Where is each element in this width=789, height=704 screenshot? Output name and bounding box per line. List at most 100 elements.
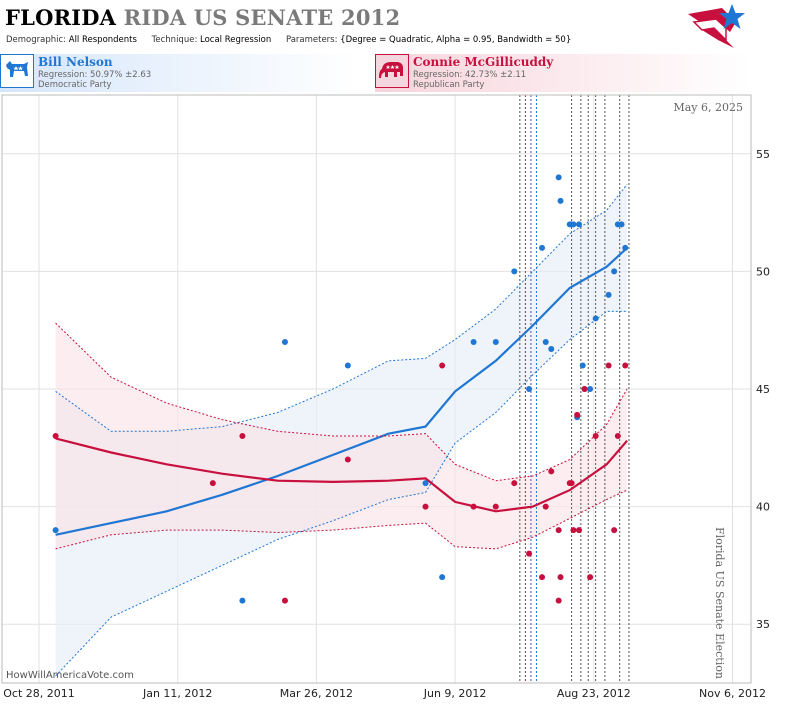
poll-point-dem <box>618 221 625 228</box>
poll-point-dem <box>570 221 577 228</box>
poll-point-dem <box>592 315 599 322</box>
poll-point-rep <box>281 597 288 604</box>
trend-lines <box>55 184 628 677</box>
watermark: HowWillAmericaVote.com <box>6 670 134 681</box>
poll-point-dem <box>557 197 564 204</box>
chart-title: FLORIDA RIDA US SENATE 2012 <box>5 5 400 30</box>
poll-point-dem <box>511 268 518 275</box>
y-tick-label: 40 <box>756 501 770 514</box>
poll-point-dem <box>492 338 499 345</box>
y-tick-label: 45 <box>756 383 770 396</box>
y-tick-label: 35 <box>756 618 770 631</box>
poll-point-dem <box>470 338 477 345</box>
poll-point-dem <box>539 244 546 251</box>
lower-bound-dem <box>55 310 628 677</box>
poll-point-rep <box>511 480 518 487</box>
elephant-icon <box>375 54 409 88</box>
poll-point-rep <box>587 574 594 581</box>
poll-point-rep <box>542 503 549 510</box>
candidate-panel-rep[interactable]: Connie McGillicuddy Regression: 42.73% ±… <box>375 54 750 92</box>
y-tick-label: 50 <box>756 265 770 278</box>
poll-point-rep <box>492 503 499 510</box>
poll-point-rep <box>574 411 581 418</box>
lower-bound-rep <box>55 489 628 550</box>
x-tick-label: Jan 11, 2012 <box>142 687 212 700</box>
y-tick-label: 55 <box>756 148 770 161</box>
param-key: Demographic: <box>6 35 67 45</box>
x-tick-label: Aug 23, 2012 <box>557 687 631 700</box>
poll-point-dem <box>344 362 351 369</box>
current-date-label: May 6, 2025 <box>673 101 743 114</box>
parameters-line: Demographic: All Respondents Technique: … <box>6 35 583 45</box>
poll-point-dem <box>542 338 549 345</box>
poll-point-rep <box>526 550 533 557</box>
poll-point-dem <box>576 221 583 228</box>
plot-frame <box>1 94 752 684</box>
poll-point-dem <box>579 362 586 369</box>
param-value: All Respondents <box>68 35 137 45</box>
poll-point-dem <box>605 291 612 298</box>
poll-point-rep <box>539 574 546 581</box>
poll-point-rep <box>622 362 629 369</box>
poll-point-dem <box>548 346 555 353</box>
poll-point-rep <box>592 433 599 440</box>
x-tick-label: Nov 6, 2012 <box>699 687 766 700</box>
poll-point-rep <box>52 433 59 440</box>
election-label: Florida US Senate Election <box>713 527 726 679</box>
x-axis-ticks: Oct 28, 2011 Jan 11, 2012 Mar 26, 2012 Jun … <box>3 687 766 700</box>
poll-point-rep <box>557 574 564 581</box>
poll-point-rep <box>568 480 575 487</box>
confidence-bands <box>55 184 628 676</box>
poll-point-dem <box>281 338 288 345</box>
poll-point-dem <box>587 386 594 392</box>
param-key: Parameters: <box>285 35 338 45</box>
trend-line-rep <box>55 437 628 513</box>
poll-point-rep <box>570 527 577 534</box>
poll-point-rep <box>422 503 429 510</box>
poll-point-rep <box>470 503 477 510</box>
upper-bound-rep <box>55 322 628 482</box>
candidate-party-rep: Republican Party <box>413 80 485 90</box>
x-tick-label: Mar 26, 2012 <box>280 687 353 700</box>
confidence-band-dem <box>55 184 628 676</box>
candidate-panel-dem[interactable]: Bill Nelson Regression: 50.97% ±2.63 Dem… <box>0 54 360 92</box>
poll-point-rep <box>239 433 246 440</box>
poll-point-rep <box>576 527 583 534</box>
upper-bound-dem <box>55 184 628 432</box>
poll-point-dem <box>439 574 446 581</box>
poll-point-dem <box>611 268 618 275</box>
poll-point-dem <box>52 527 59 534</box>
poll-point-rep <box>614 433 621 440</box>
poll-point-dem <box>555 174 562 181</box>
donkey-icon <box>0 54 34 88</box>
y-axis-ticks: 35 40 45 50 55 <box>756 148 770 631</box>
poll-point-rep <box>555 527 562 534</box>
candidate-name-dem: Bill Nelson <box>38 55 113 69</box>
poll-point-dem <box>622 244 629 251</box>
site-logo-icon <box>688 4 745 48</box>
trend-line-dem <box>55 247 628 536</box>
candidate-name-rep: Connie McGillicuddy <box>413 55 554 69</box>
x-tick-label: Jun 9, 2012 <box>423 687 487 700</box>
candidate-party-dem: Democratic Party <box>38 80 112 90</box>
candidate-regression-rep: Regression: 42.73% ±2.11 <box>413 70 527 80</box>
poll-point-rep <box>605 362 612 369</box>
x-tick-label: Oct 28, 2011 <box>3 687 75 700</box>
param-value: Local Regression <box>200 35 272 45</box>
poll-point-dem <box>422 480 429 487</box>
poll-point-dem <box>239 597 246 604</box>
chart-header: FLORIDA RIDA US SENATE 2012 Demographic:… <box>0 0 789 52</box>
poll-point-rep <box>439 362 446 369</box>
poll-point-rep <box>344 456 351 463</box>
param-key: Technique: <box>151 35 198 45</box>
poll-point-rep <box>555 597 562 604</box>
poll-point-rep <box>611 527 618 534</box>
candidate-regression-dem: Regression: 50.97% ±2.63 <box>38 70 152 80</box>
poll-point-rep <box>209 480 216 487</box>
poll-points <box>52 174 629 604</box>
title-state: FLORIDA <box>5 5 117 30</box>
poll-point-rep <box>548 468 555 475</box>
poll-point-rep <box>581 386 588 392</box>
title-race: RIDA US SENATE 2012 <box>123 5 401 30</box>
